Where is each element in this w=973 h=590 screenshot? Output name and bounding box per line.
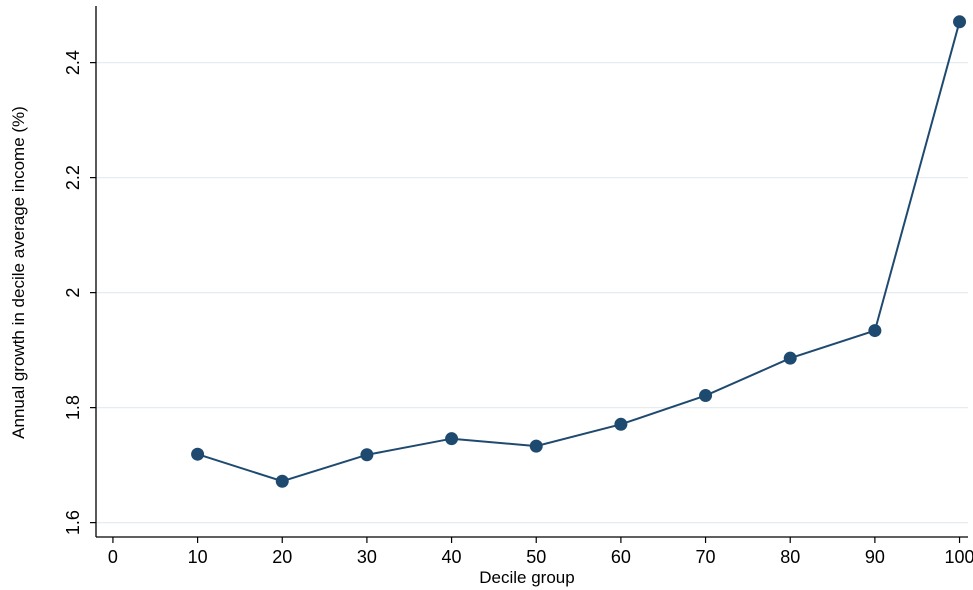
x-tick-label: 20 [272,547,292,567]
x-tick-label: 0 [108,547,118,567]
data-point [868,324,882,338]
data-point [360,448,374,462]
y-tick-label: 1.8 [63,395,83,420]
data-point [191,447,205,461]
series-line [197,21,961,483]
data-point [445,432,459,446]
ticks: 1.6 1.8 2 2.2 2.4 0 10 20 30 40 50 60 70 80 90 100 [63,50,973,567]
y-tick-label: 2.2 [63,165,83,190]
data-point [699,389,713,403]
x-tick-label: 70 [696,547,716,567]
data-point [953,15,967,29]
x-tick-label: 50 [526,547,546,567]
x-tick-label: 40 [442,547,462,567]
x-tick-label: 100 [945,547,973,567]
grid-lines [96,62,968,524]
x-axis-title: Decile group [479,568,574,587]
data-point [614,417,628,431]
data-point [783,351,797,365]
x-tick-label: 80 [780,547,800,567]
data-point [529,439,543,453]
y-tick-label: 1.6 [63,510,83,535]
data-point [275,474,289,488]
x-tick-label: 60 [611,547,631,567]
y-tick-label: 2.4 [63,50,83,75]
x-tick-label: 30 [357,547,377,567]
y-tick-label: 2 [63,288,83,298]
x-tick-label: 10 [188,547,208,567]
axes [95,6,968,538]
x-tick-label: 90 [865,547,885,567]
series [191,15,967,488]
y-axis-title: Annual growth in decile average income (… [9,106,28,439]
